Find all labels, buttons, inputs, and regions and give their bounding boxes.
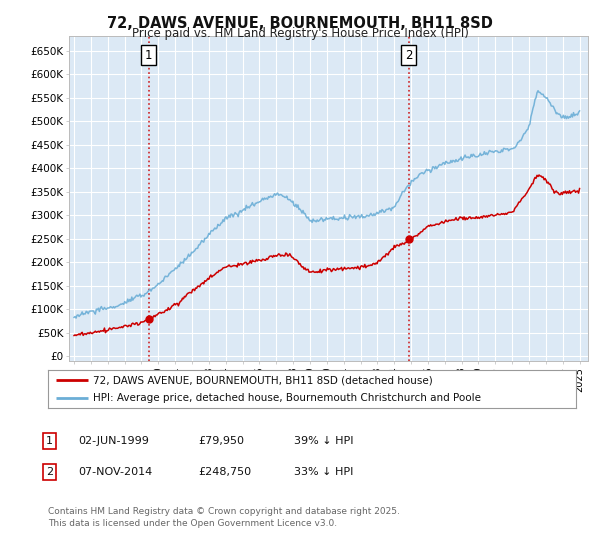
- Text: 33% ↓ HPI: 33% ↓ HPI: [294, 467, 353, 477]
- Text: 2: 2: [405, 49, 412, 62]
- Text: 1: 1: [145, 49, 152, 62]
- Text: 72, DAWS AVENUE, BOURNEMOUTH, BH11 8SD: 72, DAWS AVENUE, BOURNEMOUTH, BH11 8SD: [107, 16, 493, 31]
- Text: 2: 2: [46, 467, 53, 477]
- Text: 02-JUN-1999: 02-JUN-1999: [78, 436, 149, 446]
- Text: HPI: Average price, detached house, Bournemouth Christchurch and Poole: HPI: Average price, detached house, Bour…: [93, 393, 481, 403]
- Text: 39% ↓ HPI: 39% ↓ HPI: [294, 436, 353, 446]
- Text: £248,750: £248,750: [198, 467, 251, 477]
- Text: 1: 1: [46, 436, 53, 446]
- Text: £79,950: £79,950: [198, 436, 244, 446]
- Text: Price paid vs. HM Land Registry's House Price Index (HPI): Price paid vs. HM Land Registry's House …: [131, 27, 469, 40]
- Text: 72, DAWS AVENUE, BOURNEMOUTH, BH11 8SD (detached house): 72, DAWS AVENUE, BOURNEMOUTH, BH11 8SD (…: [93, 375, 433, 385]
- Text: Contains HM Land Registry data © Crown copyright and database right 2025.
This d: Contains HM Land Registry data © Crown c…: [48, 507, 400, 528]
- Text: 07-NOV-2014: 07-NOV-2014: [78, 467, 152, 477]
